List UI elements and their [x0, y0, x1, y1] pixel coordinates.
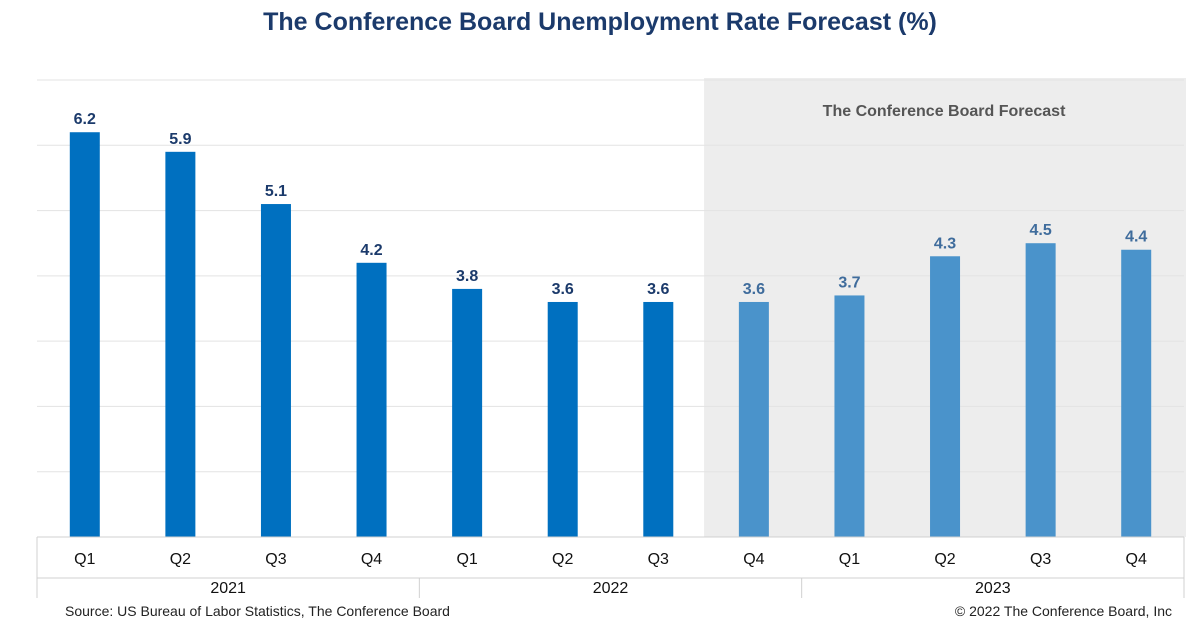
x-tick-label: Q2 — [170, 551, 191, 568]
x-tick-label: Q1 — [839, 551, 860, 568]
bar — [452, 288, 483, 537]
bar — [260, 204, 291, 538]
x-tick-label: Q1 — [456, 551, 477, 568]
x-tick-label: Q2 — [552, 551, 573, 568]
bar — [1121, 249, 1152, 537]
chart-title: The Conference Board Unemployment Rate F… — [263, 8, 937, 36]
bar — [834, 295, 865, 537]
data-label: 4.3 — [934, 235, 956, 252]
data-label: 4.5 — [1030, 222, 1052, 239]
source-note: Source: US Bureau of Labor Statistics, T… — [65, 603, 450, 619]
x-tick-label: Q4 — [1126, 551, 1147, 568]
data-label: 6.2 — [74, 111, 96, 128]
x-tick-label: Q3 — [648, 551, 669, 568]
data-label: 3.7 — [838, 274, 860, 291]
data-label: 5.9 — [169, 131, 191, 148]
bar — [930, 256, 961, 537]
bar — [643, 301, 674, 537]
bar — [165, 151, 196, 538]
forecast-label: The Conference Board Forecast — [823, 103, 1066, 120]
bar — [738, 301, 769, 537]
x-tick-label: Q3 — [1030, 551, 1051, 568]
data-label: 3.6 — [647, 281, 669, 298]
data-label: 3.6 — [552, 281, 574, 298]
copyright-note: © 2022 The Conference Board, Inc — [954, 603, 1172, 619]
year-label: 2021 — [210, 580, 246, 597]
x-tick-label: Q2 — [934, 551, 955, 568]
year-label: 2023 — [975, 580, 1011, 597]
data-label: 3.8 — [456, 268, 478, 285]
x-tick-label: Q4 — [361, 551, 382, 568]
data-label: 3.6 — [743, 281, 765, 298]
bar — [69, 132, 100, 537]
bar — [356, 262, 387, 537]
x-tick-label: Q4 — [743, 551, 764, 568]
data-label: 4.4 — [1125, 229, 1147, 246]
data-label: 5.1 — [265, 183, 287, 200]
x-tick-label: Q3 — [265, 551, 286, 568]
year-label: 2022 — [593, 580, 629, 597]
bar — [547, 301, 578, 537]
x-tick-label: Q1 — [74, 551, 95, 568]
data-label: 4.2 — [360, 242, 382, 259]
bar — [1025, 243, 1056, 537]
